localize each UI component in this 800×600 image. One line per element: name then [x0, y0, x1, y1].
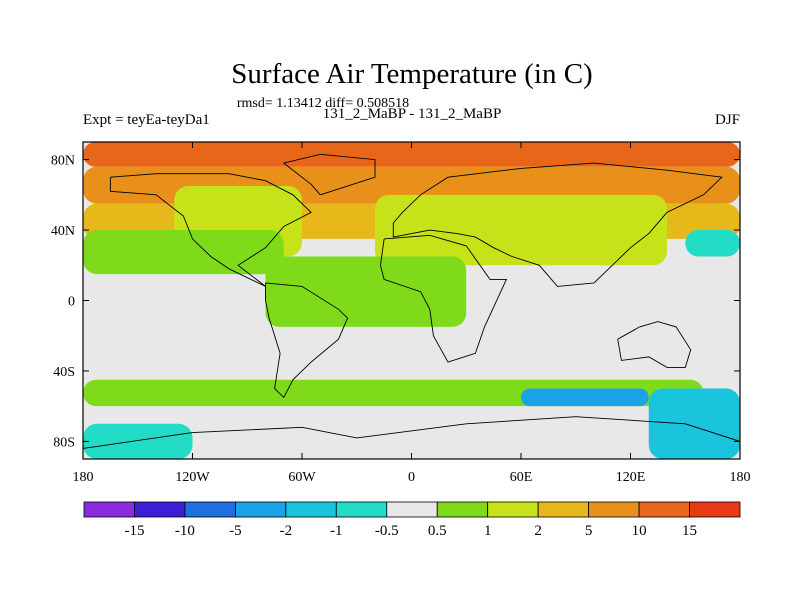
continent-outlines: [83, 153, 740, 449]
region-eurasia-warming: [375, 194, 667, 266]
coastline-1: [265, 282, 349, 399]
x-tick-label: 180: [730, 470, 751, 485]
colorbar-swatch: [487, 501, 539, 518]
chart-subtitle: rmsd= 1.13412 diff= 0.508518: [237, 96, 409, 111]
colorbar-swatch: [537, 501, 590, 518]
coastline-6: [83, 416, 740, 449]
y-tick-label: 40N: [51, 224, 75, 239]
map-field: [83, 142, 740, 459]
colorbar-label: 10: [632, 523, 647, 539]
y-tick-label: 0: [68, 295, 75, 310]
x-tick-label: 120W: [175, 470, 210, 485]
colorbar-swatch: [134, 501, 186, 518]
y-tick-label: 40S: [53, 365, 75, 380]
comparison-label: 131_2_MaBP - 131_2_MaBP: [323, 106, 502, 122]
colorbar-label: 1: [484, 523, 492, 539]
x-tick-label: 60W: [288, 470, 316, 485]
region-indian-ocean-cooling: [521, 388, 649, 407]
colorbar-swatch: [588, 501, 640, 518]
coastline-0: [109, 173, 312, 287]
region-antarctic-cooling-west: [83, 423, 193, 459]
colorbar-swatch: [386, 501, 438, 518]
coastline-5: [282, 153, 376, 196]
anomaly-regions: [83, 142, 740, 459]
colorbar: -15 -10 -5 -2 -1 -0.5 0.5 1 2 5 10 15: [83, 501, 741, 539]
colorbar-label: -5: [229, 523, 242, 539]
colorbar-label: 5: [585, 523, 593, 539]
colorbar-label: -10: [175, 523, 195, 539]
colorbar-label: -2: [280, 523, 293, 539]
x-tick-label: 120E: [616, 470, 646, 485]
coastline-3: [392, 162, 723, 287]
x-axis: 180 120W 60W 0 60E 120E 180: [73, 142, 751, 485]
region-arctic-warming: [83, 142, 740, 167]
y-axis: 80N 40N 0 40S 80S: [51, 154, 740, 450]
x-tick-label: 60E: [510, 470, 533, 485]
region-npacific-coast-cooling: [685, 230, 740, 257]
x-tick-label: 0: [408, 470, 415, 485]
colorbar-swatch: [638, 501, 690, 518]
colorbar-label: 15: [682, 523, 697, 539]
region-north-pacific-band: [83, 230, 284, 275]
colorbar-swatch: [436, 501, 489, 518]
colorbar-swatch: [335, 501, 388, 518]
chart-title: Surface Air Temperature (in C): [231, 58, 592, 90]
colorbar-label: 2: [534, 523, 542, 539]
colorbar-swatch: [83, 501, 135, 518]
y-tick-label: 80S: [53, 435, 75, 450]
coastline-2: [380, 234, 508, 363]
season-label: DJF: [715, 112, 740, 128]
coastline-4: [617, 321, 692, 368]
colorbar-swatch: [689, 501, 741, 518]
colorbar-swatch: [234, 501, 287, 518]
colorbar-label: -15: [124, 523, 144, 539]
colorbar-label: -0.5: [375, 523, 399, 539]
colorbar-label: -1: [330, 523, 343, 539]
colorbar-swatch: [285, 501, 337, 518]
y-tick-label: 80N: [51, 154, 75, 169]
region-tropical-atlantic-band: [265, 256, 467, 327]
experiment-label: Expt = teyEa-teyDa1: [83, 112, 210, 128]
x-tick-label: 180: [73, 470, 94, 485]
colorbar-label: 0.5: [428, 523, 447, 539]
colorbar-swatch: [184, 501, 236, 518]
region-pacific-sector-cooling: [648, 388, 740, 459]
